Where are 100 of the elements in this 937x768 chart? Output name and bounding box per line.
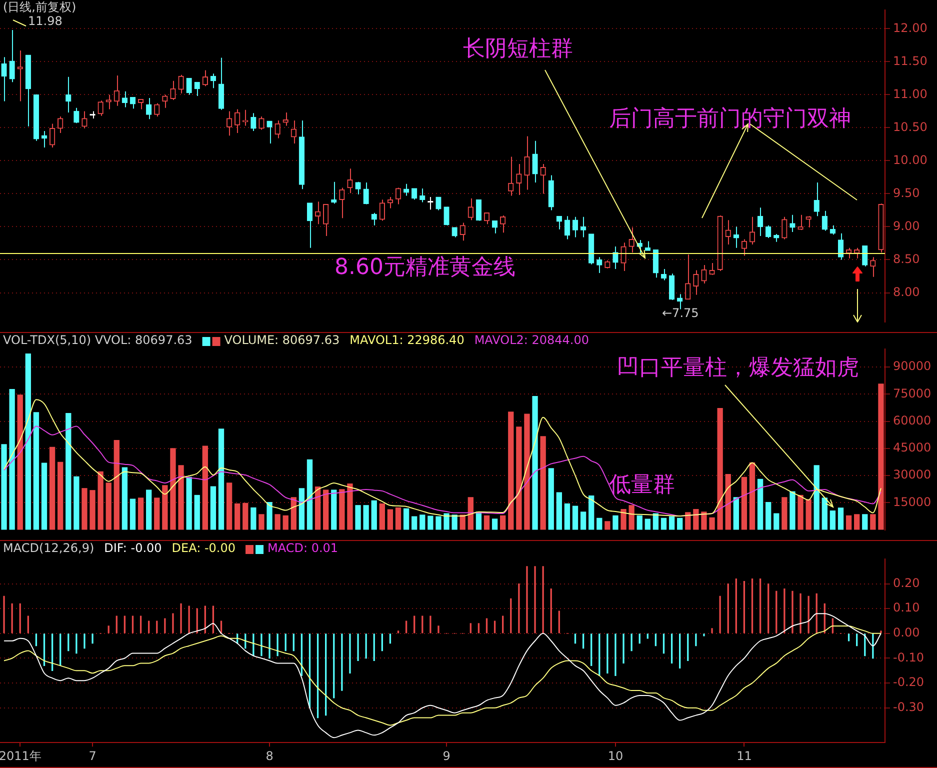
candlestick — [628, 226, 634, 253]
candlestick — [620, 242, 626, 272]
bar — [693, 509, 699, 530]
candlestick — [766, 224, 772, 238]
candlestick — [17, 50, 23, 102]
text: DEA: -0.00 — [172, 541, 236, 556]
candlestick — [484, 212, 490, 225]
bar — [266, 502, 272, 530]
candlestick — [749, 216, 756, 246]
bar — [612, 515, 618, 530]
bar — [677, 518, 683, 530]
candlestick — [1, 56, 7, 102]
y-tick-label: 12.00 — [893, 20, 928, 35]
bar — [500, 515, 506, 530]
candlestick — [355, 181, 361, 195]
candlestick — [363, 182, 369, 205]
bar — [186, 476, 192, 530]
bar — [154, 498, 160, 530]
y-tick-label: 15000 — [893, 494, 932, 509]
bar — [371, 500, 377, 530]
candlestick — [508, 156, 514, 196]
bar — [846, 515, 852, 530]
bar — [363, 505, 369, 530]
candlestick — [556, 216, 562, 230]
candlestick — [170, 80, 176, 100]
candlestick — [757, 207, 764, 236]
bar — [766, 502, 772, 530]
x-tick-label: 8 — [266, 748, 274, 763]
y-tick-label: 75000 — [893, 386, 932, 400]
annotation: 11.98 — [28, 14, 62, 28]
bar — [98, 471, 104, 530]
bar — [1, 444, 7, 530]
bar — [170, 448, 176, 530]
candlestick — [234, 108, 240, 134]
candlestick — [258, 116, 264, 130]
candlestick — [82, 110, 88, 129]
bar — [701, 512, 707, 530]
candlestick — [323, 204, 329, 236]
candlestick — [532, 140, 538, 184]
candlestick — [612, 246, 618, 270]
candlestick — [822, 210, 828, 232]
bar — [757, 478, 764, 530]
bar — [652, 513, 659, 530]
bar — [412, 516, 418, 530]
bar — [90, 490, 96, 530]
candlestick — [395, 187, 402, 205]
text: MAVOL2: 20844.00 — [474, 333, 590, 348]
bar — [540, 436, 546, 530]
bar — [33, 412, 40, 530]
bar — [782, 497, 788, 530]
candlestick — [468, 198, 474, 221]
y-tick-label: 10.50 — [893, 120, 928, 134]
chart-title: (日线,前复权) — [3, 0, 76, 14]
bar — [428, 516, 434, 530]
candlestick — [668, 273, 675, 301]
bar — [444, 513, 450, 530]
ref-line-label: 8.60元精准黄金线 — [334, 255, 516, 280]
bar — [403, 508, 410, 530]
bar — [355, 505, 361, 530]
candlestick — [202, 70, 208, 87]
y-tick-label: 11.50 — [893, 54, 928, 68]
bar — [66, 413, 72, 530]
candlestick — [838, 232, 844, 260]
bar — [9, 388, 15, 530]
candlestick — [741, 238, 748, 256]
bar — [282, 515, 288, 530]
candlestick — [178, 74, 184, 94]
bar — [314, 486, 321, 530]
candlestick — [444, 206, 450, 226]
y-tick-label: 8.50 — [893, 252, 920, 266]
bar — [138, 498, 144, 530]
candlestick — [854, 247, 860, 259]
bar — [114, 440, 120, 530]
candlestick — [347, 168, 353, 194]
bar — [660, 518, 667, 530]
bar — [717, 408, 723, 530]
candlestick — [500, 215, 506, 234]
bar — [774, 513, 780, 530]
candlestick — [862, 245, 868, 267]
bar — [130, 498, 136, 530]
y-tick-label: -0.30 — [893, 700, 924, 714]
bar — [548, 468, 554, 530]
candlestick — [476, 199, 482, 222]
chart-title: VOL-TDX(5,10) VVOL: 80697.63 — [3, 333, 192, 348]
candlestick — [516, 164, 522, 196]
bar — [242, 502, 248, 530]
bar — [790, 491, 796, 530]
bar — [452, 514, 458, 530]
y-tick-label: 11.00 — [893, 86, 928, 101]
candlestick — [701, 264, 707, 284]
candlestick — [660, 268, 667, 281]
bar — [25, 354, 31, 530]
bar — [210, 486, 216, 530]
bar — [733, 497, 739, 530]
candlestick — [420, 188, 426, 203]
bar — [668, 516, 675, 530]
bar — [379, 503, 385, 530]
candlestick — [58, 116, 64, 134]
bar — [468, 497, 474, 530]
bar — [250, 507, 256, 530]
